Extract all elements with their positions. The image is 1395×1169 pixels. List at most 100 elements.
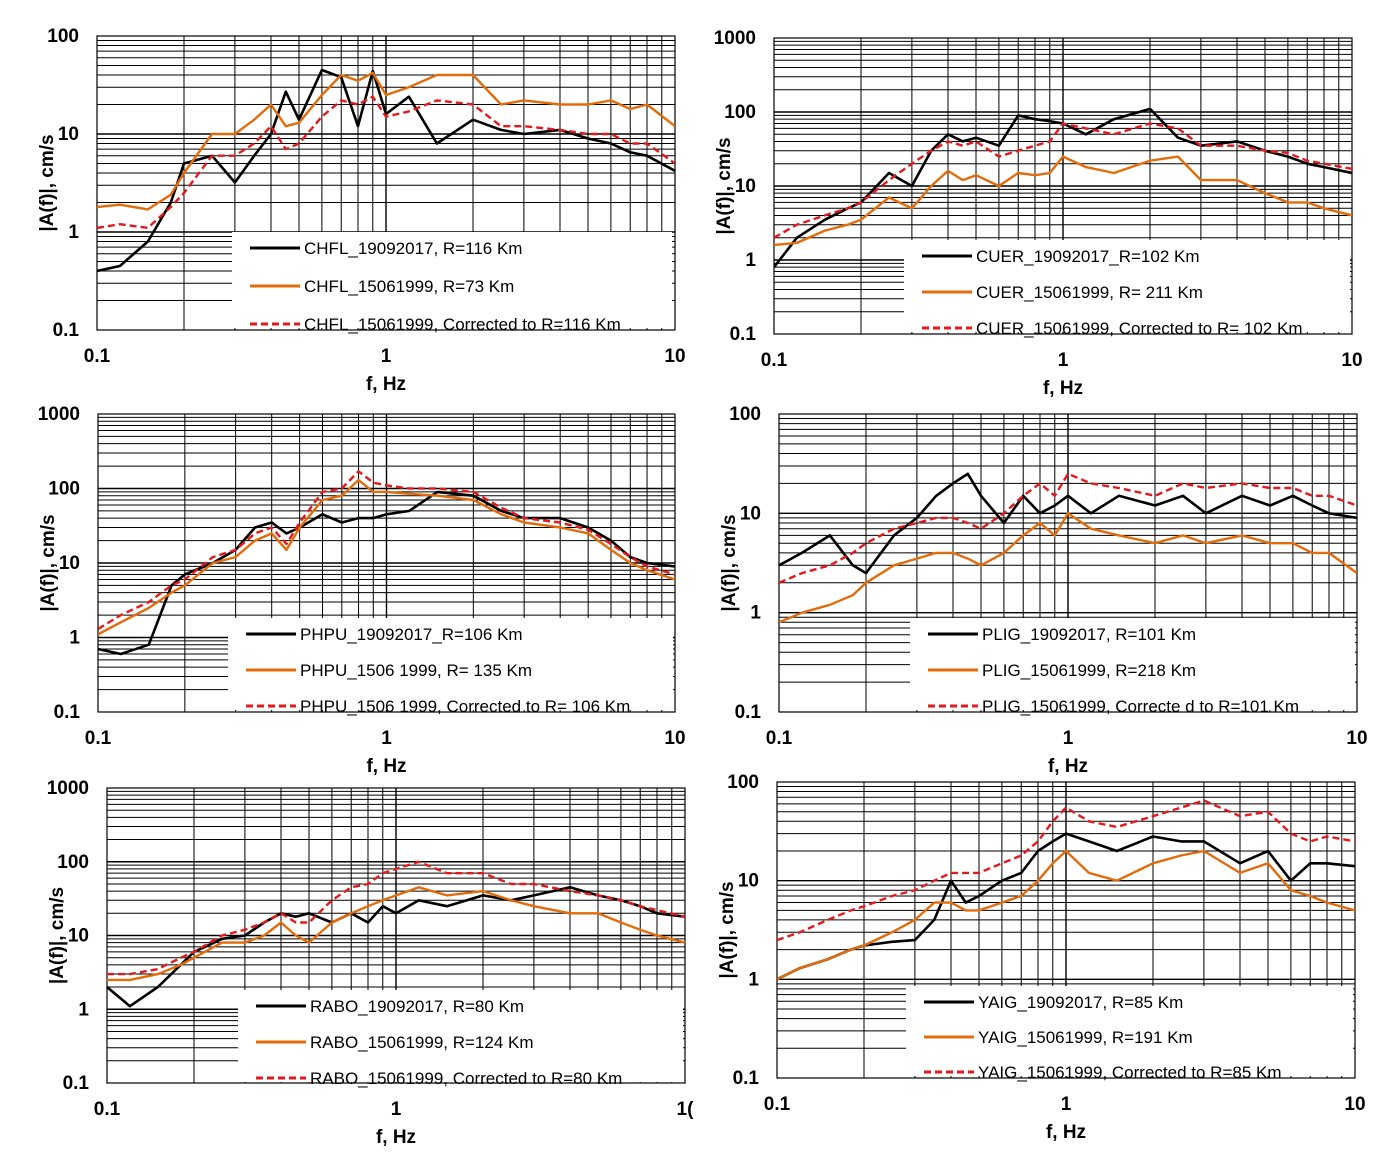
y-tick-label: 0.1 — [730, 324, 757, 345]
panel-cuer-legend: CUER_19092017_R=102 Km CUER_15061999, R= … — [904, 240, 1350, 338]
legend-label: YAIG_15061999, R=191 Km — [978, 1028, 1193, 1047]
series-line-1 — [777, 832, 1355, 981]
legend-box — [904, 240, 1350, 332]
legend-box — [238, 990, 683, 1082]
y-tick-label: 10 — [738, 871, 759, 892]
y-tick-label: 1 — [68, 222, 79, 243]
y-tick-label: 10 — [59, 553, 80, 574]
series-line-3 — [774, 122, 1352, 239]
legend-label: CUER_15061999, R= 211 Km — [976, 283, 1203, 302]
series-line-2 — [97, 71, 675, 211]
legend-box — [232, 232, 672, 328]
y-tick-label: 1000 — [38, 404, 80, 425]
y-tick-label: 0.1 — [53, 320, 80, 341]
y-tick-label: 10 — [58, 124, 79, 145]
y-tick-label: 0.1 — [54, 702, 81, 723]
y-tick-label: 1 — [748, 969, 759, 990]
legend-label: PLIG_19092017, R=101 Km — [982, 625, 1196, 644]
y-tick-label: 0.1 — [735, 702, 762, 723]
x-tick-label: 1 — [391, 1099, 402, 1120]
legend-label: CHFL_15061999, Corrected to R=116 Km — [304, 315, 621, 334]
legend-label: PHPU_1506 1999, R= 135 Km — [300, 661, 532, 680]
x-tick-label: 0.1 — [761, 350, 788, 371]
legend-label: RABO_15061999, Corrected to R=80 Km — [310, 1069, 622, 1088]
x-tick-label: 0.1 — [94, 1099, 121, 1120]
y-axis-title: |A(f)|, cm/s — [714, 137, 735, 234]
y-tick-label: 100 — [48, 479, 80, 500]
x-axis-title: f, Hz — [366, 374, 406, 395]
legend-box — [910, 618, 1355, 710]
legend-label: PHPU_19092017_R=106 Km — [300, 625, 523, 644]
panel-yaig-legend: YAIG_19092017, R=85 Km YAIG_15061999, R=1… — [906, 986, 1353, 1082]
panel-cuer-plot-frame — [773, 37, 1353, 335]
y-tick-label: 1 — [78, 999, 89, 1020]
y-tick-label: 100 — [727, 772, 759, 793]
y-axis-title: |A(f)|, cm/s — [717, 881, 738, 978]
series-line-1 — [779, 472, 1357, 575]
panel-chfl-chart: 0.1 1 10 100 0.1 1 10 f, Hz |A(f)|, cm/s CHFL_190… — [37, 26, 686, 395]
panel-cuer-series — [774, 107, 1352, 268]
y-axis-title: |A(f)|, cm/s — [719, 514, 740, 611]
panel-phpu-plot-frame — [97, 413, 676, 713]
series-line-2 — [779, 512, 1357, 624]
y-axis-title: |A(f)|, cm/s — [37, 134, 58, 231]
panel-rabo-chart: 0.1 1 10 100 1000 0.1 1 1(f, Hz |A(f)|, cm/s RABO… — [47, 778, 694, 1148]
y-tick-label: 1 — [750, 603, 761, 624]
x-axis-title: f, Hz — [1043, 378, 1083, 399]
panel-chfl-legend: CHFL_19092017, R=116 Km CHFL_15061999, R=… — [232, 232, 672, 334]
y-tick-label: 1000 — [714, 28, 756, 49]
series-line-3 — [777, 799, 1355, 942]
panel-yaig-series — [777, 799, 1355, 981]
x-axis-title: f, Hz — [376, 1127, 416, 1148]
legend-label: YAIG_19092017, R=85 Km — [978, 993, 1183, 1012]
x-tick-label: 0.1 — [766, 728, 793, 749]
x-tick-label: 10 — [664, 728, 685, 749]
legend-label: CUER_19092017_R=102 Km — [976, 247, 1200, 266]
panel-phpu-series — [98, 470, 675, 656]
panel-rabo-grid — [107, 788, 685, 1083]
legend-label: RABO_15061999, R=124 Km — [310, 1033, 534, 1052]
panel-chfl-plot-frame — [96, 35, 676, 331]
panel-plig-plot-frame — [778, 413, 1358, 713]
y-tick-label: 1000 — [47, 778, 89, 799]
y-tick-label: 1 — [745, 250, 756, 271]
panel-yaig-plot-frame — [776, 781, 1356, 1079]
series-line-2 — [107, 886, 685, 982]
legend-label: CHFL_15061999, R=73 Km — [304, 277, 514, 296]
x-tick-label: 10 — [1341, 350, 1362, 371]
panel-rabo-legend: RABO_19092017, R=80 Km RABO_15061999, R=1… — [238, 990, 683, 1088]
x-tick-label: 0.1 — [764, 1094, 791, 1115]
panel-chfl-series — [97, 68, 675, 273]
series-line-2 — [777, 849, 1355, 981]
y-tick-label: 10 — [735, 176, 756, 197]
series-line-2 — [98, 478, 675, 636]
x-tick-label: 0.1 — [85, 728, 112, 749]
legend-label: PLIG_15061999, Correcte d to R=101 Km — [982, 697, 1299, 716]
y-tick-label: 100 — [47, 26, 79, 47]
series-line-3 — [98, 470, 675, 631]
series-line-2 — [774, 155, 1352, 247]
panel-plig-series — [779, 472, 1357, 624]
x-tick-label: 1 — [381, 728, 392, 749]
panel-rabo-series — [107, 860, 685, 1008]
y-tick-label: 100 — [57, 852, 89, 873]
y-tick-label: 10 — [68, 926, 89, 947]
panel-plig-legend: PLIG_19092017, R=101 Km PLIG_15061999, R=… — [910, 618, 1355, 716]
legend-box — [906, 986, 1353, 1076]
x-axis-title: f, Hz — [1046, 1122, 1086, 1143]
y-tick-label: 10 — [740, 503, 761, 524]
legend-label: CUER_15061999, Corrected to R= 102 Km — [976, 319, 1303, 338]
legend-label: PLIG_15061999, R=218 Km — [982, 661, 1196, 680]
x-tick-label: 1( — [677, 1099, 695, 1120]
panel-cuer-chart: 0.1 1 10 100 1000 0.1 1 10 f, Hz |A(f)|, cm/s CUER… — [714, 28, 1363, 399]
series-line-3 — [779, 472, 1357, 584]
panel-plig-chart: 0.1 1 10 100 0.1 1 10 f, Hz |A(f)|, cm/s PLIG_190… — [719, 404, 1368, 777]
x-tick-label: 1 — [1061, 1094, 1072, 1115]
series-line-3 — [107, 860, 685, 976]
x-tick-label: 10 — [1344, 1094, 1365, 1115]
legend-label: CHFL_19092017, R=116 Km — [304, 239, 522, 258]
panel-yaig-grid — [777, 782, 1355, 1078]
panel-yaig-chart: 0.1 1 10 100 0.1 1 10 f, Hz |A(f)|, cm/s YAIG_190… — [717, 772, 1366, 1143]
x-tick-label: 1 — [381, 346, 392, 367]
x-tick-label: 1 — [1058, 350, 1069, 371]
